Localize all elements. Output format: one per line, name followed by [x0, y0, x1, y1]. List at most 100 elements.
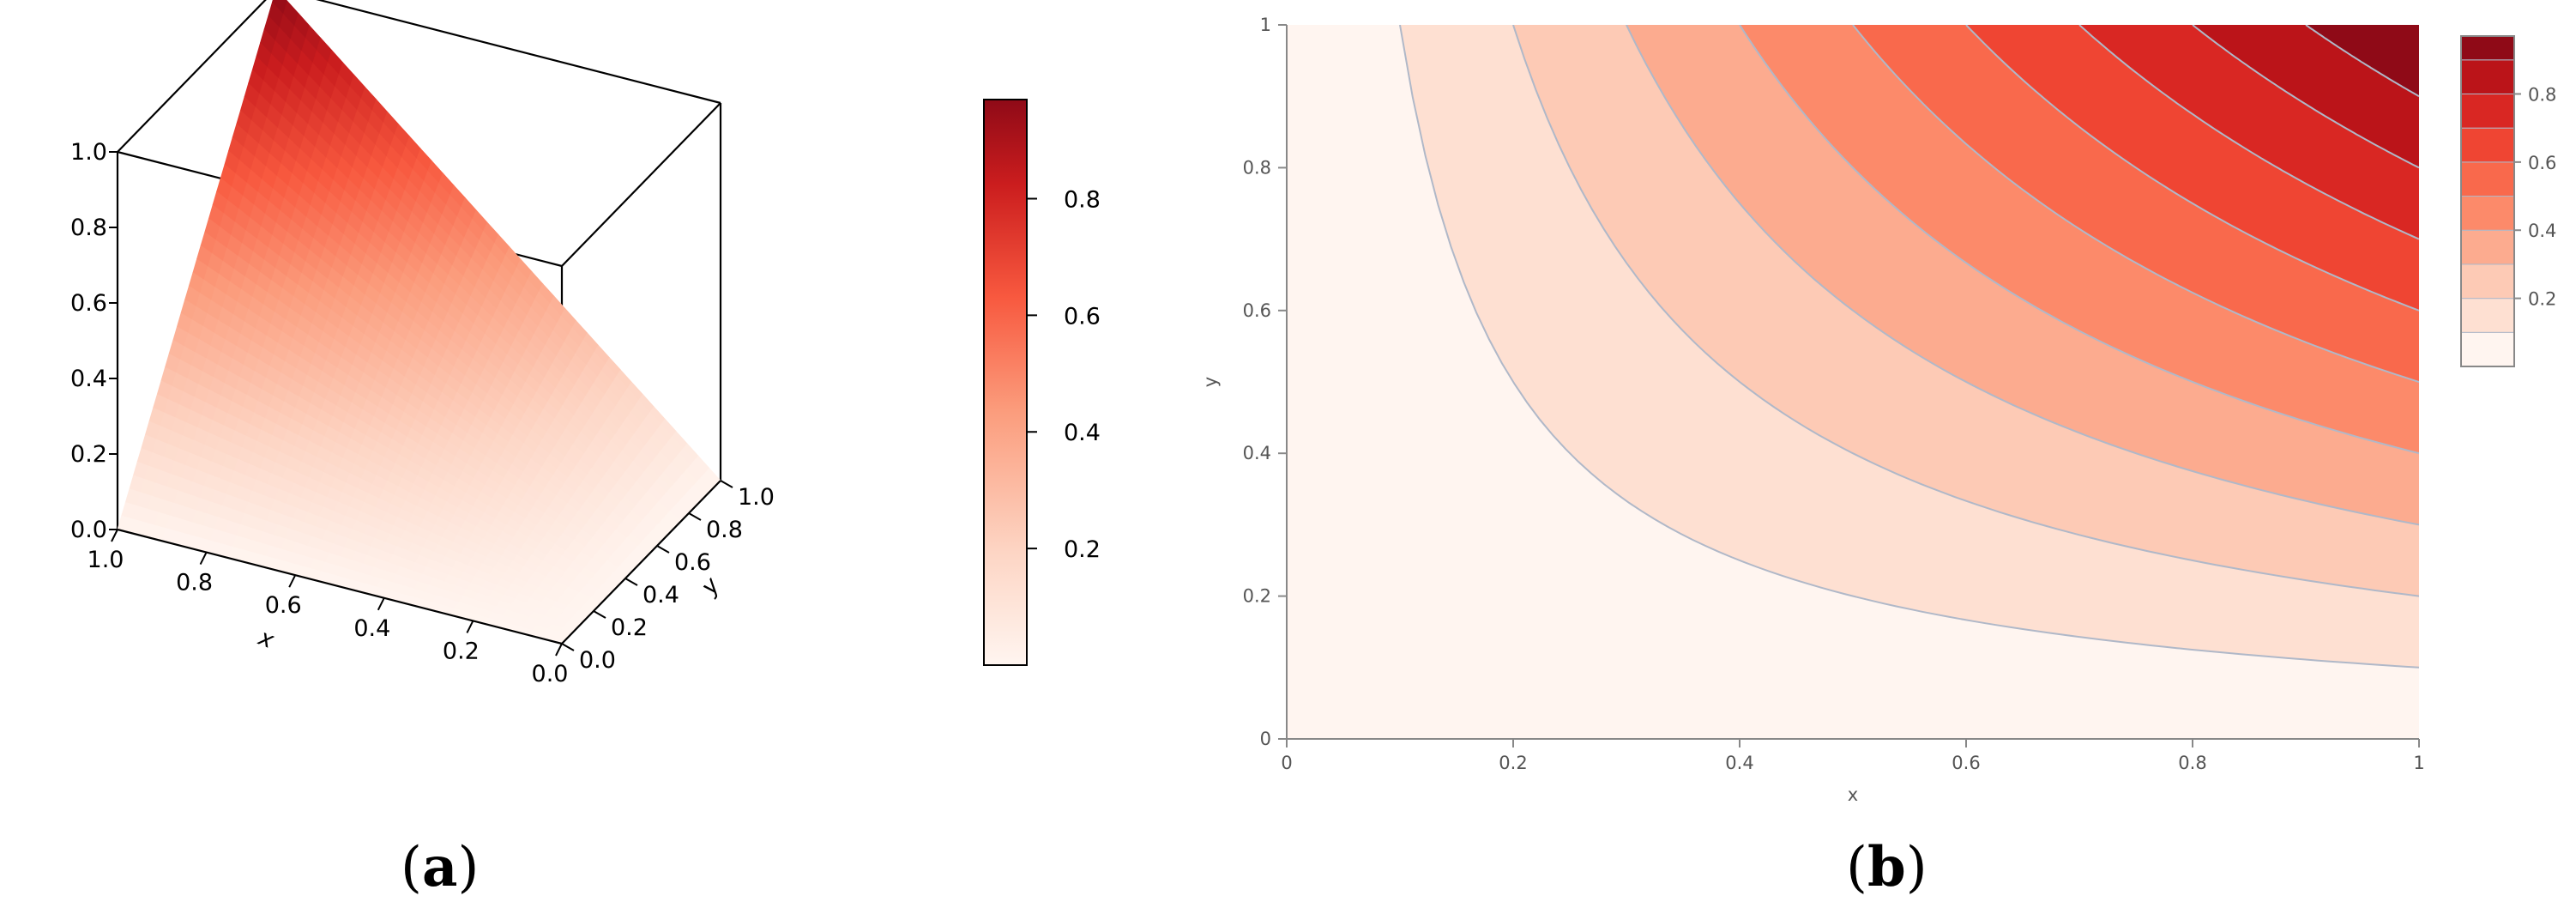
y-tick-label: 0.4 — [642, 582, 679, 608]
x-tick-label: 0.8 — [176, 570, 213, 596]
legend-swatch — [2460, 298, 2515, 333]
z-tick-label: 1.0 — [70, 139, 107, 166]
y-tick-label: 0.6 — [1243, 300, 1271, 321]
legend-border — [2460, 35, 2515, 367]
box-edge — [561, 102, 721, 267]
axes-box-front-edges — [117, 480, 721, 645]
x-tick-label: 0.8 — [2178, 753, 2206, 773]
y-tick-label: 0.0 — [579, 647, 616, 674]
legend-tick-label: 0.4 — [2528, 221, 2556, 241]
colorbar-tick-label: 0.6 — [1064, 303, 1101, 330]
x-tick-label: 1.0 — [87, 547, 124, 573]
y-tick-label: 0.6 — [674, 549, 711, 576]
legend-tick-label: 0.8 — [2528, 84, 2556, 105]
legend-swatch — [2460, 196, 2515, 231]
legend-swatches — [2460, 35, 2515, 367]
x-tick-mark — [377, 597, 385, 611]
y-axis-ticks: 0.0 0.2 0.4 0.6 0.8 1.0 — [561, 480, 775, 674]
colorbar-ticks: 0.8 0.6 0.4 0.2 — [1027, 186, 1101, 563]
colorbar-tick-label: 0.8 — [1064, 186, 1101, 213]
y-tick-mark — [688, 512, 702, 521]
y-tick-label: 0.8 — [1243, 157, 1271, 178]
y-tick-mark — [593, 610, 606, 619]
y-tick-label: 1 — [1260, 15, 1271, 35]
contour-line — [1399, 25, 2419, 669]
legend-swatch — [2460, 127, 2515, 163]
z-axis-ticks: 1.0 0.8 0.6 0.4 0.2 0.0 — [70, 139, 118, 543]
x-tick-mark — [555, 643, 563, 657]
contour-line — [1626, 25, 2419, 526]
y-tick-mark — [624, 578, 638, 586]
contour-line — [1739, 25, 2419, 455]
z-tick-label: 0.0 — [70, 517, 107, 543]
x-tick-mark — [288, 574, 297, 588]
legend-swatch — [2460, 263, 2515, 300]
x-axis-label: x — [1848, 784, 1858, 805]
box-edge — [117, 0, 267, 153]
y-tick-mark — [656, 545, 670, 554]
z-tick-label: 0.2 — [70, 441, 107, 468]
x-tick-mark — [111, 529, 118, 542]
y-tick-label: 0.4 — [1243, 443, 1271, 463]
x-tick-label: 0.4 — [1725, 753, 1753, 773]
x-tick-label: 0.4 — [353, 615, 390, 642]
x-tick-label: 0.0 — [532, 661, 569, 687]
contour-line — [2078, 25, 2419, 240]
surface — [117, 0, 721, 645]
colorbar-tick-label: 0.4 — [1064, 420, 1101, 446]
y-axis-label: y — [1200, 377, 1221, 387]
x-tick-mark — [199, 552, 208, 566]
legend-swatch — [2460, 161, 2515, 197]
legend-swatch — [2460, 331, 2515, 367]
legend-swatch — [2460, 59, 2515, 94]
contour-line — [1852, 25, 2419, 383]
y-tick-label: 0.2 — [1243, 586, 1271, 607]
y-tick-label: 0.2 — [611, 614, 648, 641]
contour-line — [2305, 25, 2419, 98]
x-tick-mark — [466, 620, 474, 633]
z-tick-label: 0.4 — [70, 366, 107, 392]
contour-line — [2192, 25, 2419, 169]
x-axis-label: x — [254, 624, 278, 654]
legend-ticks: 0.8 0.6 0.4 0.2 — [2514, 84, 2556, 310]
y-tick-label: 0 — [1260, 729, 1271, 749]
contour-band — [2306, 25, 2419, 97]
caption-a: (a) — [401, 835, 479, 899]
colorbar-gradient — [983, 99, 1028, 666]
x-tick-label: 0.2 — [1499, 753, 1527, 773]
colorbar-tick-label: 0.2 — [1064, 536, 1101, 563]
x-axis-edge — [117, 528, 563, 645]
y-tick-mark — [561, 643, 575, 651]
caption-b: (b) — [1846, 835, 1927, 899]
legend-swatch — [2460, 35, 2515, 61]
panel-b-contour-plot: 0 0.2 0.4 0.6 0.8 1 0 0.2 0.4 0.6 0.8 1 x y 0.8 0.6… — [1200, 15, 2556, 805]
y-tick-label: 1.0 — [738, 484, 775, 511]
legend-swatch — [2460, 93, 2515, 129]
contour-bands — [1287, 25, 2419, 739]
legend-swatch — [2460, 229, 2515, 265]
panel-a-surface-plot: 1.0 0.8 0.6 0.4 0.2 0.0 1.0 0.8 0.6 0.4 0.2 0.0 0.… — [70, 0, 1101, 687]
x-axis-ticks: 1.0 0.8 0.6 0.4 0.2 0.0 — [87, 529, 569, 687]
contour-lines — [1399, 25, 2419, 669]
legend-tick-label: 0.2 — [2528, 289, 2556, 310]
y-tick-mark — [720, 480, 733, 488]
z-tick-label: 0.8 — [70, 215, 107, 241]
x-tick-label: 0.2 — [443, 638, 480, 664]
x-tick-label: 0 — [1281, 753, 1292, 773]
box-edge — [316, 0, 721, 105]
x-axis-ticks: 0 0.2 0.4 0.6 0.8 1 — [1281, 739, 2425, 773]
contour-line — [1512, 25, 2419, 597]
y-axis-ticks: 0 0.2 0.4 0.6 0.8 1 — [1243, 15, 1287, 749]
contour-line — [1965, 25, 2419, 312]
y-tick-label: 0.8 — [706, 517, 743, 543]
x-tick-label: 0.6 — [265, 592, 302, 619]
z-tick-label: 0.6 — [70, 290, 107, 317]
colorbar: 0.8 0.6 0.4 0.2 — [983, 99, 1101, 666]
x-tick-label: 1 — [2413, 753, 2424, 773]
y-axis-edge — [561, 480, 721, 645]
legend-tick-label: 0.6 — [2528, 153, 2556, 173]
y-axis-label: y — [696, 572, 726, 601]
x-tick-label: 0.6 — [1952, 753, 1980, 773]
level-legend: 0.8 0.6 0.4 0.2 — [2460, 35, 2556, 367]
